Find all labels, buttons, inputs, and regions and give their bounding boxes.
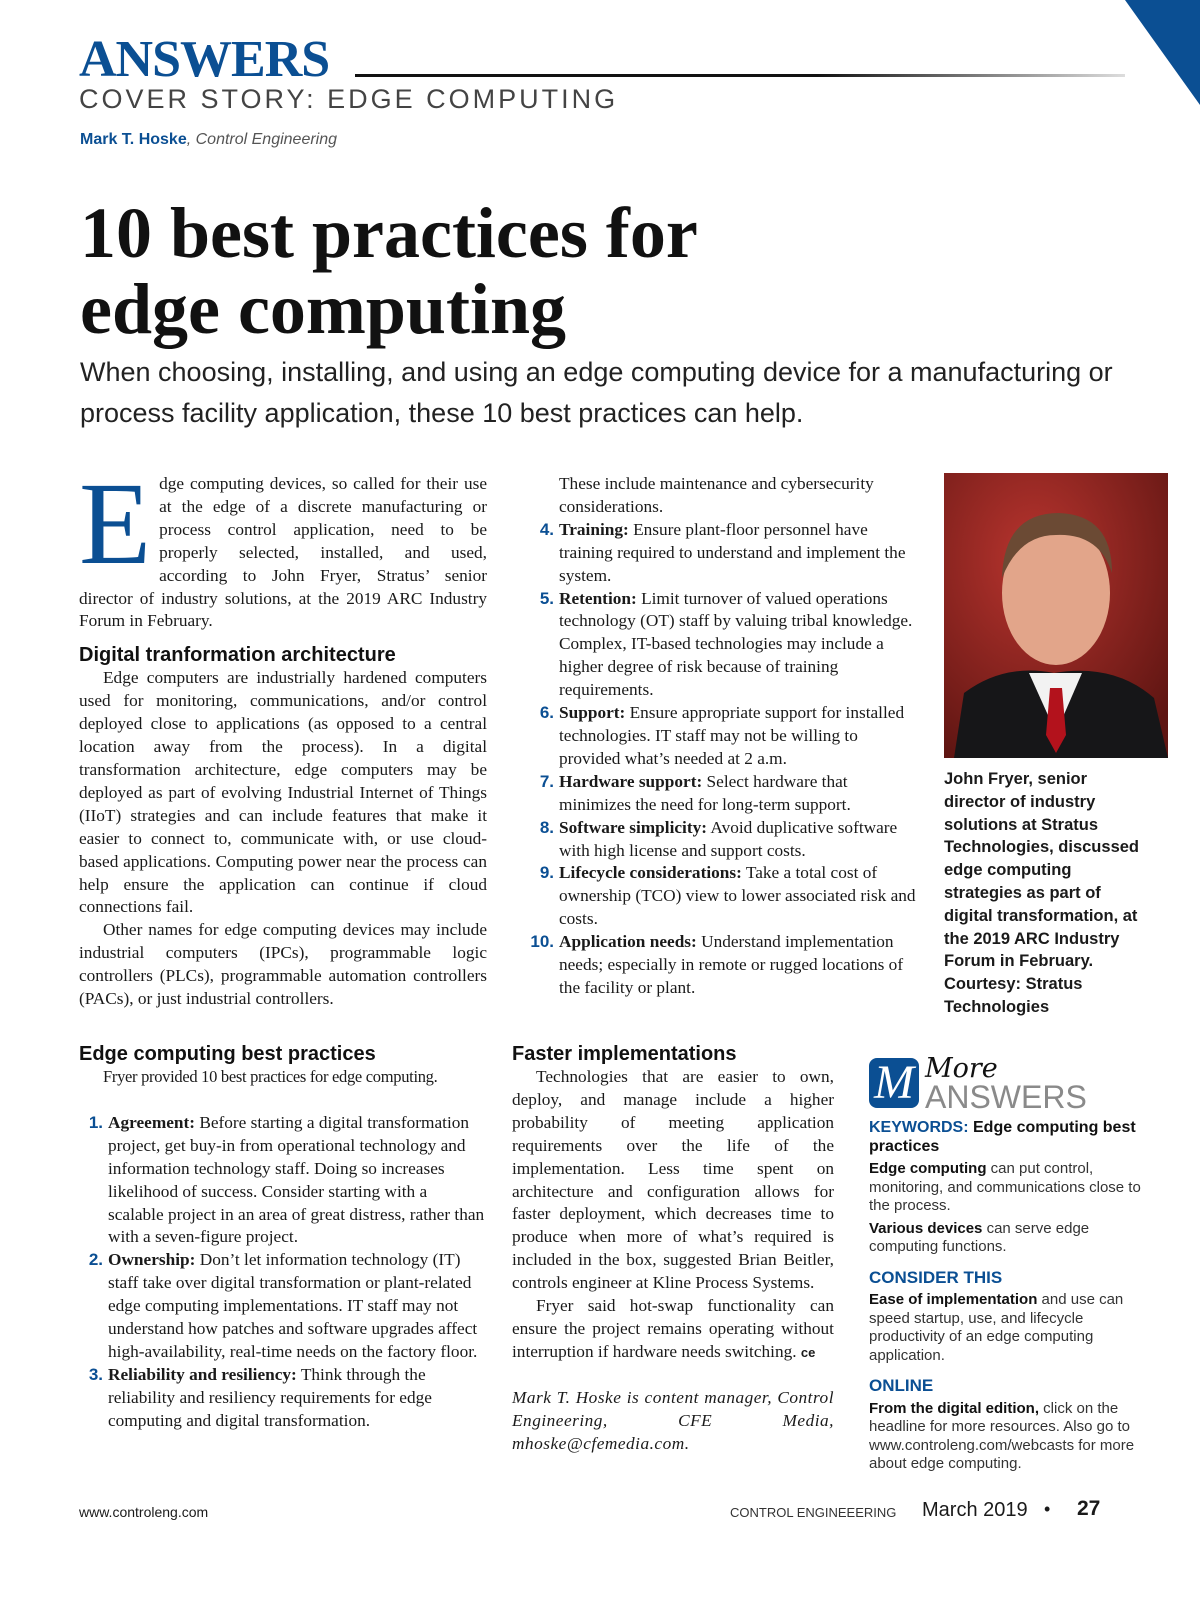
practice-item: 10. Application needs: Understand impleme… — [530, 931, 918, 1000]
more-answers-logo: M More ANSWERS — [869, 1053, 1144, 1115]
item-term: Retention: — [559, 588, 637, 608]
keyword-bold: Various devices — [869, 1219, 983, 1237]
practice-item: 6. Support: Ensure appropriate support fo… — [530, 702, 918, 771]
left-column-bottom: Edge computing best practices Fryer prov… — [79, 1032, 487, 1433]
item-number: 5. — [539, 588, 554, 608]
item-number: 10. — [530, 932, 554, 952]
paragraph: Fryer said hot-swap functionality can en… — [512, 1295, 834, 1365]
paragraph: Fryer provided 10 best practices for edg… — [103, 1067, 438, 1086]
keyword-item: Various devices can serve edge computing… — [869, 1220, 1144, 1257]
item-text: Ensure appropriate support for installed… — [559, 703, 905, 768]
consider-item: Ease of implementation and use can speed… — [869, 1291, 1144, 1365]
paragraph-text: Fryer said hot-swap functionality can en… — [512, 1296, 834, 1361]
item-text: Before starting a digital transformation… — [108, 1112, 485, 1247]
practice-item: 4. Training: Ensure plant-floor personnel… — [530, 519, 918, 588]
item-text: Think through the reliability and resili… — [108, 1364, 432, 1430]
item-text: Limit turnover of valued operations tech… — [559, 588, 913, 700]
logo-more: More — [925, 1053, 998, 1084]
item-number: 8. — [539, 817, 554, 837]
practice-item-continued: These include maintenance and cybersecur… — [530, 473, 918, 519]
consider-text: and use can speed startup, use, and life… — [869, 1291, 1124, 1364]
drop-cap: E — [79, 458, 152, 589]
paragraph: Technologies that are easier to own, dep… — [512, 1067, 834, 1293]
byline: Mark T. Hoske, Control Engineering — [80, 131, 337, 149]
author: Mark T. Hoske — [80, 131, 187, 148]
consider-heading: CONSIDER THIS — [869, 1267, 1003, 1287]
m-logo-icon: M — [869, 1058, 919, 1108]
item-text: Avoid duplicative software with high lic… — [559, 817, 898, 860]
article-deck: When choosing, installing, and using an … — [80, 357, 1113, 428]
section-heading: Edge computing best practices — [79, 1043, 376, 1065]
left-column-top: E dge computing devices, so called for t… — [79, 458, 487, 1011]
logo-answers: ANSWERS — [925, 1079, 1087, 1115]
keywords-label: KEYWORDS: — [869, 1119, 969, 1136]
keyword-text: can serve edge computing functions. — [869, 1219, 1090, 1256]
item-number: 4. — [539, 519, 554, 539]
author-bio: Mark T. Hoske is content manager, Contro… — [512, 1387, 834, 1453]
practice-item: 9. Lifecycle considerations: Take a total… — [530, 862, 918, 931]
item-number: 7. — [539, 771, 554, 791]
footer-magazine: CONTROL ENGINEEERING — [730, 1505, 897, 1520]
item-text: Understand implementation needs; especia… — [559, 932, 904, 997]
item-term: Lifecycle considerations: — [559, 863, 742, 883]
practice-item: 7. Hardware support: Select hardware that… — [530, 771, 918, 817]
practice-item: 3. Reliability and resiliency: Think thro… — [79, 1364, 487, 1433]
practice-item: 5. Retention: Limit turnover of valued op… — [530, 588, 918, 703]
online-bold: From the digital edition, — [869, 1399, 1039, 1417]
paragraph: Other names for edge computing devices m… — [79, 920, 487, 1009]
online-heading: ONLINE — [869, 1376, 934, 1395]
portrait-photo — [944, 473, 1168, 758]
footer-bullet: • — [1044, 1499, 1051, 1519]
keyword-text: can put control, monitoring, and communi… — [869, 1160, 1141, 1214]
item-text: Don’t let information technology (IT) st… — [108, 1250, 478, 1361]
corner-decoration — [1125, 0, 1200, 105]
section-heading: Digital tranformation architecture — [79, 644, 396, 667]
article-title: 10 best practices for edge computing — [80, 195, 880, 347]
more-answers-sidebar: M More ANSWERS KEYWORDS: Edge computing … — [869, 1055, 1144, 1474]
keywords: Edge computing best practices — [869, 1119, 1136, 1155]
publication: , Control Engineering — [186, 131, 338, 148]
footer-date: March 2019 — [922, 1499, 1028, 1521]
practice-item: 1. Agreement: Before starting a digital t… — [79, 1112, 487, 1249]
online-text: click on the headline for more resources… — [869, 1399, 1135, 1473]
item-text: Select hardware that minimizes the need … — [559, 771, 851, 814]
cover-story-label: COVER STORY: EDGE COMPUTING — [79, 84, 619, 114]
photo-caption: John Fryer, senior director of industry … — [944, 770, 1139, 1016]
item-text: These include maintenance and cybersecur… — [559, 474, 874, 516]
end-mark: ce — [800, 1344, 816, 1360]
item-term: Agreement: — [108, 1112, 196, 1132]
title-line: edge computing — [80, 269, 566, 349]
keyword-item: Edge computing can put control, monitori… — [869, 1160, 1144, 1216]
keyword-bold: Edge computing — [869, 1160, 987, 1177]
intro-paragraph: dge computing devices, so called for the… — [79, 474, 487, 631]
item-term: Support: — [559, 703, 626, 723]
online-item: From the digital edition, click on the h… — [869, 1400, 1144, 1474]
item-term: Reliability and resiliency: — [108, 1364, 297, 1384]
item-number: 3. — [88, 1364, 103, 1384]
header-rule — [355, 74, 1125, 77]
page-number: 27 — [1077, 1497, 1101, 1520]
section-label: ANSWERS — [79, 31, 330, 88]
item-term: Ownership: — [108, 1250, 196, 1270]
consider-bold: Ease of implementation — [869, 1291, 1038, 1308]
section-heading: Faster implementations — [512, 1043, 737, 1065]
footer-url[interactable]: www.controleng.com — [79, 1504, 209, 1520]
item-number: 6. — [539, 703, 554, 723]
paragraph: Edge computers are industrially hardened… — [79, 668, 487, 917]
middle-column-bottom: Faster implementations Technologies that… — [512, 1032, 834, 1456]
item-text: Take a total cost of ownership (TCO) vie… — [559, 863, 916, 929]
item-term: Training: — [559, 519, 629, 539]
item-number: 2. — [88, 1250, 103, 1270]
practice-item: 8. Software simplicity: Avoid duplicative… — [530, 817, 918, 863]
practice-item: 2. Ownership: Don’t let information techn… — [79, 1249, 487, 1364]
item-term: Hardware support: — [559, 771, 703, 791]
item-number: 9. — [539, 863, 554, 883]
item-number — [530, 473, 554, 519]
middle-column-top: These include maintenance and cybersecur… — [530, 473, 918, 1000]
item-number: 1. — [88, 1112, 103, 1132]
title-line: 10 best practices for — [80, 193, 698, 273]
item-term: Application needs: — [559, 932, 697, 952]
item-term: Software simplicity: — [559, 817, 707, 837]
item-text: Ensure plant-floor personnel have traini… — [559, 519, 906, 585]
